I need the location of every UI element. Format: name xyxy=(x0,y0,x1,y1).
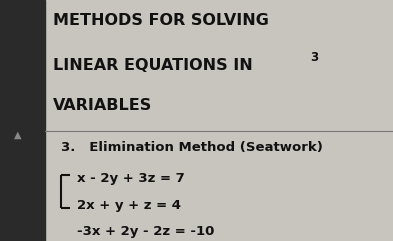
Text: VARIABLES: VARIABLES xyxy=(53,98,152,113)
Text: 2x + y + z = 4: 2x + y + z = 4 xyxy=(77,199,181,212)
Text: -3x + 2y - 2z = -10: -3x + 2y - 2z = -10 xyxy=(77,225,214,238)
Text: 3.   Elimination Method (Seatwork): 3. Elimination Method (Seatwork) xyxy=(61,141,323,154)
Bar xyxy=(0,0,45,241)
Text: LINEAR EQUATIONS IN: LINEAR EQUATIONS IN xyxy=(53,58,253,73)
Text: ▲: ▲ xyxy=(14,130,22,140)
Text: 3: 3 xyxy=(310,51,319,64)
Text: x - 2y + 3z = 7: x - 2y + 3z = 7 xyxy=(77,172,184,185)
Text: METHODS FOR SOLVING: METHODS FOR SOLVING xyxy=(53,13,269,28)
